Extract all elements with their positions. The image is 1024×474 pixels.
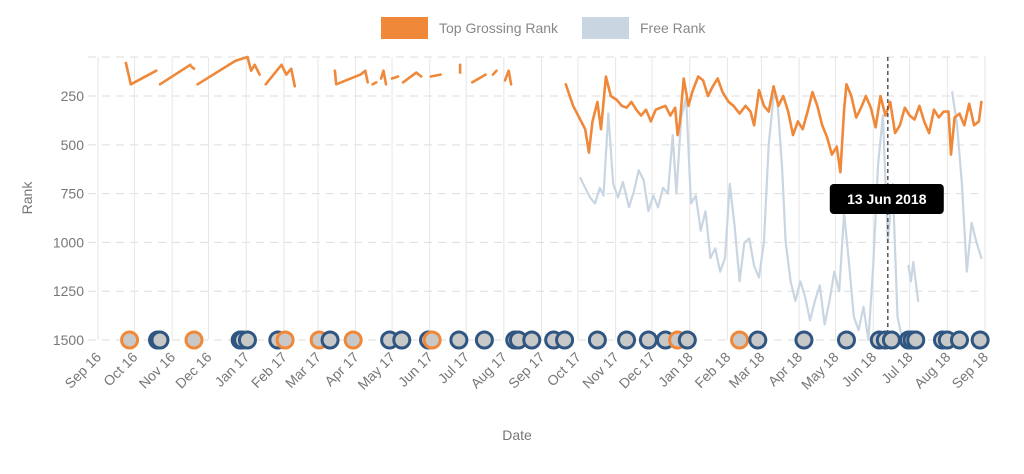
y-tick-label: 1000 — [53, 234, 84, 250]
legend-swatch-free — [582, 17, 629, 39]
series-line-segment — [429, 73, 442, 78]
series-line-segment — [503, 69, 513, 86]
series-line-segment — [379, 69, 388, 86]
event-marker-blue[interactable] — [970, 330, 990, 350]
event-marker-blue[interactable] — [949, 330, 969, 350]
series-line-segment — [234, 55, 261, 76]
event-marker-blue[interactable] — [638, 330, 658, 350]
series-line-segment — [564, 75, 983, 174]
x-tick-label: Nov 16 — [136, 349, 179, 392]
x-tick-label: Oct 16 — [100, 349, 141, 390]
event-marker-orange[interactable] — [730, 330, 750, 350]
event-marker-blue[interactable] — [881, 330, 901, 350]
series-line-segment — [951, 90, 983, 273]
x-tick-label: Mar 18 — [725, 349, 767, 391]
event-marker-orange[interactable] — [275, 330, 295, 350]
x-tick-label: Aug 17 — [467, 349, 510, 392]
x-tick-label: Mar 17 — [282, 349, 324, 391]
x-tick-label: Dec 16 — [172, 349, 215, 392]
event-markers — [120, 330, 990, 350]
event-marker-blue[interactable] — [320, 330, 340, 350]
event-marker-blue[interactable] — [836, 330, 856, 350]
event-marker-blue[interactable] — [150, 330, 170, 350]
series-free-rank — [579, 90, 983, 342]
series-line-segment — [196, 59, 237, 86]
series-line-segment — [190, 65, 196, 70]
event-marker-blue[interactable] — [522, 330, 542, 350]
y-tick-label: 1250 — [53, 283, 84, 299]
event-marker-blue[interactable] — [555, 330, 575, 350]
legend-label-top-grossing: Top Grossing Rank — [439, 20, 559, 36]
series-line-segment — [907, 260, 920, 303]
series-line-segment — [333, 69, 370, 86]
x-tick-label: Sep 17 — [505, 349, 548, 392]
series-line-segment — [390, 75, 400, 80]
event-marker-orange[interactable] — [343, 330, 363, 350]
x-tick-label: Feb 18 — [691, 349, 733, 391]
y-axis-ticks: 250 500 750 1000 1250 1500 — [53, 88, 84, 348]
x-tick-label: May 17 — [354, 349, 398, 393]
x-tick-label: Sep 18 — [948, 349, 991, 392]
y-tick-label: 500 — [61, 137, 85, 153]
x-tick-label: Jan 18 — [655, 349, 696, 390]
series-line-segment — [264, 63, 297, 88]
series-line-segment — [470, 73, 487, 84]
x-tick-label: May 18 — [798, 349, 842, 393]
event-marker-blue[interactable] — [677, 330, 697, 350]
event-marker-orange[interactable] — [184, 330, 204, 350]
x-tick-label: Aug 18 — [911, 349, 954, 392]
event-marker-orange[interactable] — [120, 330, 140, 350]
series-line-segment — [124, 61, 158, 86]
grid — [88, 56, 986, 341]
y-tick-label: 1500 — [53, 332, 84, 348]
y-axis-title: Rank — [19, 181, 35, 215]
series-line-segment — [579, 94, 904, 342]
x-tick-label: Jun 18 — [838, 349, 879, 390]
x-tick-label: Sep 16 — [61, 349, 104, 392]
series-line-segment — [491, 69, 498, 76]
event-marker-blue[interactable] — [237, 330, 257, 350]
x-tick-label: Dec 17 — [616, 349, 659, 392]
x-tick-label: Oct 17 — [544, 349, 585, 390]
event-marker-blue[interactable] — [748, 330, 768, 350]
x-tick-label: Feb 17 — [248, 349, 290, 391]
series-top-grossing-rank — [124, 55, 983, 174]
event-marker-orange[interactable] — [422, 330, 442, 350]
y-tick-label: 250 — [61, 88, 85, 104]
x-tick-label: Jun 17 — [395, 349, 436, 390]
event-marker-blue[interactable] — [392, 330, 412, 350]
event-marker-blue[interactable] — [449, 330, 469, 350]
series-line-segment — [401, 71, 423, 84]
y-tick-label: 750 — [61, 186, 85, 202]
legend-label-free: Free Rank — [640, 20, 706, 36]
event-marker-blue[interactable] — [617, 330, 637, 350]
series-line-segment — [371, 81, 378, 86]
x-tick-label: Jan 17 — [211, 349, 252, 390]
legend: Top Grossing Rank Free Rank — [381, 17, 706, 39]
tooltip: 13 Jun 2018 — [829, 184, 944, 214]
x-tick-label: Nov 17 — [579, 349, 622, 392]
x-axis-title: Date — [502, 427, 532, 443]
event-marker-blue[interactable] — [474, 330, 494, 350]
tooltip-box — [829, 184, 944, 214]
series-line-segment — [158, 63, 192, 86]
tooltip-date: 13 Jun 2018 — [847, 191, 927, 207]
legend-swatch-top-grossing — [381, 17, 428, 39]
event-marker-blue[interactable] — [587, 330, 607, 350]
event-marker-blue[interactable] — [794, 330, 814, 350]
event-marker-blue[interactable] — [906, 330, 926, 350]
